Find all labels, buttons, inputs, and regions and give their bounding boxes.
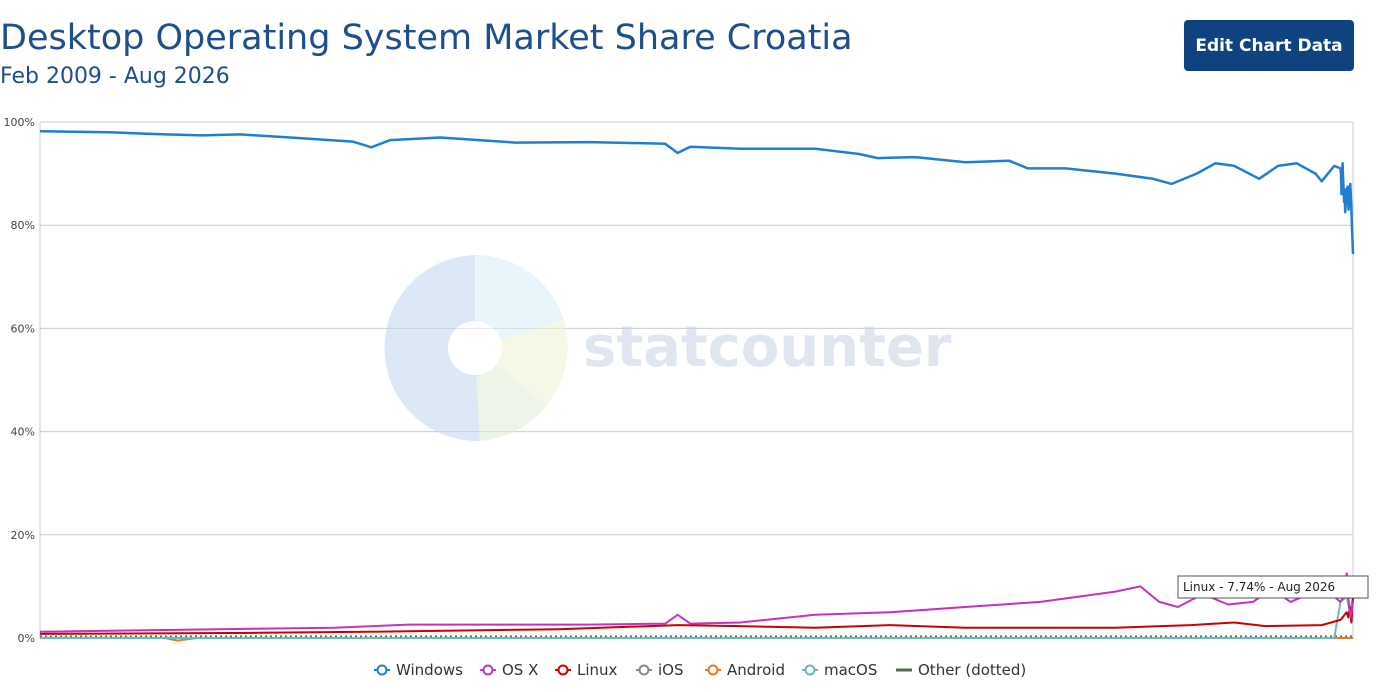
- legend-label: OS X: [502, 661, 538, 679]
- tooltip-box: [1177, 575, 1369, 599]
- legend-label: Android: [727, 661, 785, 679]
- edit-chart-data-button[interactable]: Edit Chart Data: [1184, 20, 1354, 71]
- legend-swatch-marker: [557, 664, 569, 676]
- series-line-linux[interactable]: [39, 598, 1354, 635]
- y-tick-label: 40%: [11, 426, 35, 439]
- legend-label: Linux: [577, 661, 618, 679]
- legend-label: Windows: [396, 661, 463, 679]
- legend: Windows OS X Linux iOS Android macOS Other (do…: [374, 661, 1026, 679]
- tooltip: Linux - 7.74% - Aug 2026: [1177, 575, 1369, 599]
- legend-item-linux[interactable]: Linux: [555, 661, 618, 679]
- watermark-logo-center: [448, 321, 502, 375]
- y-tick-label: 60%: [11, 322, 35, 335]
- legend-item-ios[interactable]: iOS: [636, 661, 684, 679]
- legend-label: iOS: [658, 661, 684, 679]
- series-line-windows[interactable]: [39, 130, 1355, 255]
- chart-title: Desktop Operating System Market Share Cr…: [0, 18, 853, 58]
- legend-item-os-x[interactable]: OS X: [480, 661, 538, 679]
- watermark-logo-quadrant-1: [475, 254, 564, 348]
- legend-swatch-marker: [482, 664, 494, 676]
- tooltip-text: Linux - 7.74% - Aug 2026: [1183, 580, 1335, 594]
- statcounter-watermark: statcounter: [384, 254, 952, 442]
- y-axis: 0% 20% 40% 60% 80% 100%: [4, 116, 35, 645]
- y-tick-label: 80%: [11, 219, 35, 232]
- y-tick-label: 100%: [4, 116, 35, 129]
- legend-item-macos[interactable]: macOS: [802, 661, 877, 679]
- legend-item-windows[interactable]: Windows: [374, 661, 463, 679]
- legend-swatch-marker: [376, 664, 388, 676]
- legend-swatch-marker: [804, 664, 816, 676]
- grid: [40, 121, 1353, 639]
- watermark-logo-quadrant-3: [475, 348, 547, 441]
- watermark-text: statcounter: [583, 315, 952, 380]
- y-tick-label: 20%: [11, 529, 35, 542]
- legend-item-android[interactable]: Android: [705, 661, 785, 679]
- plot-area-border: [39, 121, 1354, 639]
- legend-label: macOS: [824, 661, 877, 679]
- legend-label: Other (dotted): [918, 661, 1026, 679]
- watermark-logo-quadrant-4: [384, 255, 480, 442]
- chart-subtitle: Feb 2009 - Aug 2026: [0, 64, 230, 89]
- legend-swatch-marker: [707, 664, 719, 676]
- legend-swatch-marker: [638, 664, 650, 676]
- series-line-os-x[interactable]: [39, 572, 1354, 633]
- y-tick-label: 0%: [18, 632, 35, 645]
- legend-item-other-dotted[interactable]: Other (dotted): [896, 661, 1026, 679]
- series-layer: [39, 130, 1355, 642]
- series-line-macos[interactable]: [40, 595, 1354, 639]
